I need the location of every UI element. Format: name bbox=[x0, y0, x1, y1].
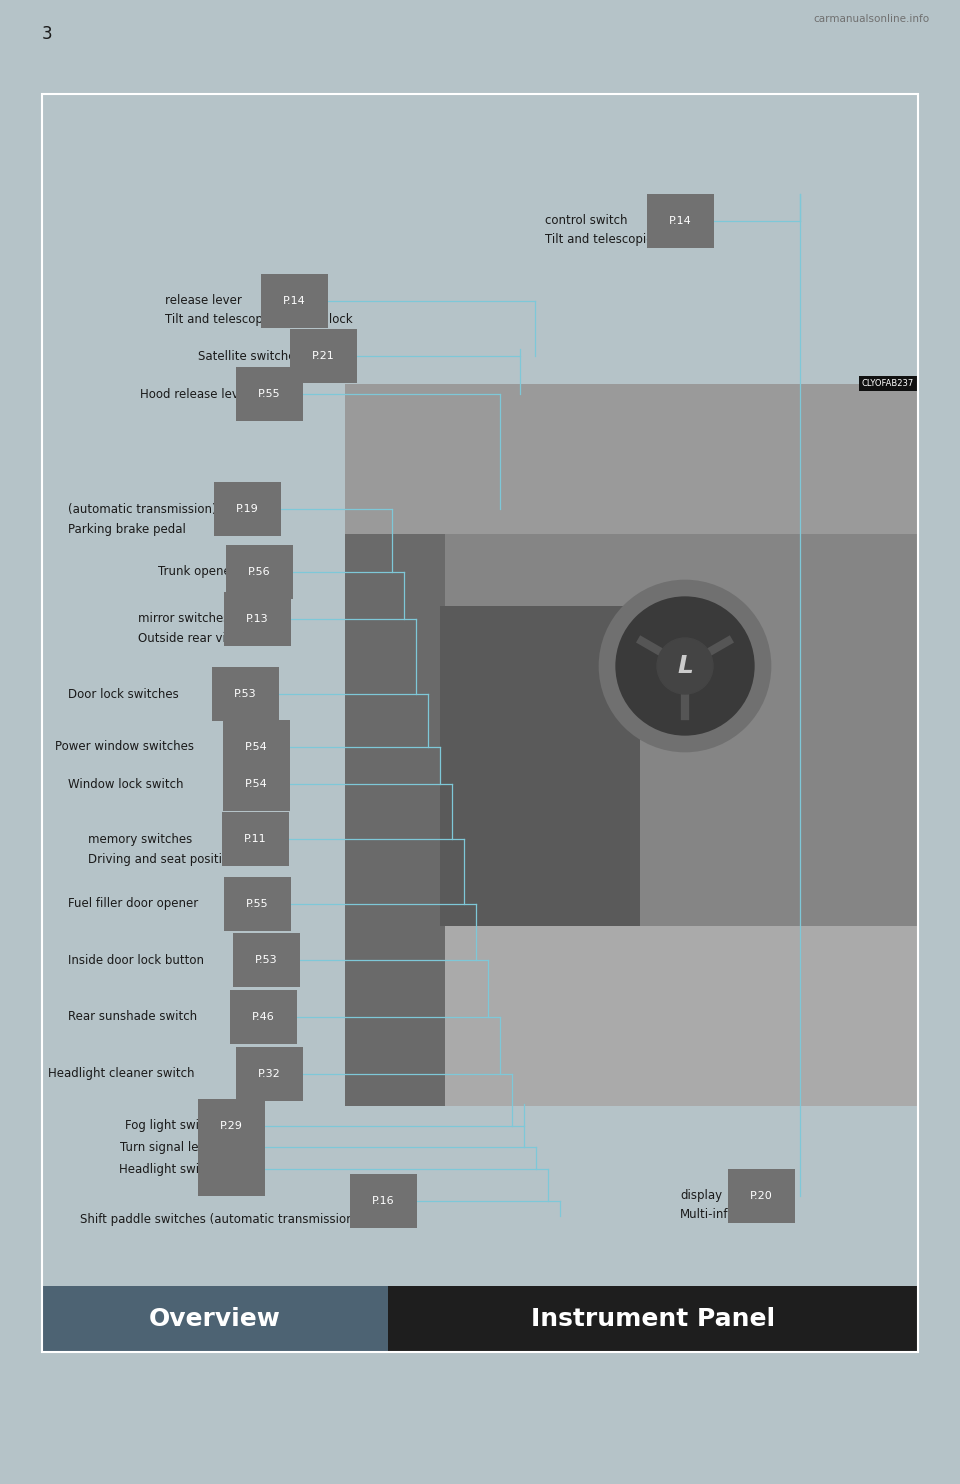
Text: P.19: P.19 bbox=[236, 505, 259, 513]
Text: P.46: P.46 bbox=[252, 1012, 275, 1022]
Text: P.11: P.11 bbox=[244, 834, 267, 844]
Text: Tilt and telescopic steering lock: Tilt and telescopic steering lock bbox=[165, 313, 352, 325]
Text: P.14: P.14 bbox=[669, 217, 692, 226]
Text: P.53: P.53 bbox=[255, 956, 277, 965]
Bar bbox=[345, 384, 918, 534]
Text: Headlight cleaner switch: Headlight cleaner switch bbox=[48, 1067, 195, 1080]
Text: ∗: ∗ bbox=[234, 831, 247, 846]
Text: P.14: P.14 bbox=[283, 295, 305, 306]
Text: Trunk opener: Trunk opener bbox=[158, 565, 236, 579]
Text: P.22: P.22 bbox=[220, 1143, 243, 1152]
Text: L: L bbox=[677, 654, 693, 678]
Text: ∗: ∗ bbox=[273, 294, 286, 309]
Text: Driving and seat position: Driving and seat position bbox=[88, 852, 236, 865]
Text: Headlight switch: Headlight switch bbox=[119, 1162, 218, 1175]
Text: P.55: P.55 bbox=[258, 389, 280, 399]
Text: Fog light switch: Fog light switch bbox=[126, 1119, 218, 1132]
Text: Outside rear view: Outside rear view bbox=[138, 632, 243, 646]
Text: Hood release lever: Hood release lever bbox=[140, 387, 252, 401]
Circle shape bbox=[657, 638, 713, 695]
Text: P.16: P.16 bbox=[372, 1196, 395, 1206]
Text: Window lock switch: Window lock switch bbox=[68, 778, 183, 791]
Text: Instrument Panel: Instrument Panel bbox=[531, 1307, 775, 1331]
Bar bbox=[42, 93, 918, 1352]
Bar bbox=[445, 926, 918, 1106]
Text: Tilt and telescopic steering: Tilt and telescopic steering bbox=[545, 233, 706, 245]
Text: P.54: P.54 bbox=[245, 779, 268, 789]
Text: P.28: P.28 bbox=[220, 1163, 243, 1174]
Text: 3: 3 bbox=[42, 25, 53, 43]
Text: ∗: ∗ bbox=[659, 214, 672, 229]
Text: P.20: P.20 bbox=[750, 1192, 773, 1201]
Text: P.55: P.55 bbox=[246, 899, 269, 910]
Text: ∗: ∗ bbox=[248, 1067, 261, 1082]
Text: Multi-information: Multi-information bbox=[680, 1208, 781, 1220]
Text: P.54: P.54 bbox=[245, 742, 268, 752]
Text: mirror switches: mirror switches bbox=[138, 613, 229, 625]
Text: Turn signal lever: Turn signal lever bbox=[120, 1141, 218, 1153]
Text: Power window switches: Power window switches bbox=[55, 741, 194, 754]
Text: P.29: P.29 bbox=[220, 1120, 243, 1131]
Text: Parking brake pedal: Parking brake pedal bbox=[68, 522, 186, 536]
Bar bbox=[345, 384, 445, 1106]
Text: ∗: ∗ bbox=[242, 1009, 254, 1024]
Bar bbox=[388, 1287, 918, 1352]
Circle shape bbox=[607, 588, 763, 743]
Text: P.32: P.32 bbox=[258, 1068, 280, 1079]
Text: P.21: P.21 bbox=[312, 352, 335, 361]
Text: P.13: P.13 bbox=[246, 614, 269, 623]
Text: Inside door lock button: Inside door lock button bbox=[68, 954, 204, 966]
Text: memory switches: memory switches bbox=[88, 833, 192, 846]
Text: Rear sunshade switch: Rear sunshade switch bbox=[68, 1011, 197, 1024]
Text: Overview: Overview bbox=[149, 1307, 281, 1331]
Text: carmanualsonline.info: carmanualsonline.info bbox=[814, 13, 930, 24]
Bar bbox=[440, 605, 640, 926]
Text: P.56: P.56 bbox=[248, 567, 271, 577]
Text: Fuel filler door opener: Fuel filler door opener bbox=[68, 898, 199, 911]
Text: CLYOFAB237: CLYOFAB237 bbox=[862, 378, 914, 387]
Text: P.53: P.53 bbox=[234, 689, 256, 699]
Bar bbox=[42, 1287, 388, 1352]
Text: Door lock switches: Door lock switches bbox=[68, 687, 179, 700]
Text: display: display bbox=[680, 1190, 722, 1202]
Text: control switch: control switch bbox=[545, 215, 628, 227]
Text: Shift paddle switches (automatic transmission): Shift paddle switches (automatic transmi… bbox=[80, 1212, 358, 1226]
Text: (automatic transmission): (automatic transmission) bbox=[68, 503, 217, 515]
Text: release lever: release lever bbox=[165, 294, 242, 307]
Text: Satellite switches: Satellite switches bbox=[198, 350, 301, 362]
Bar bbox=[345, 384, 918, 1106]
